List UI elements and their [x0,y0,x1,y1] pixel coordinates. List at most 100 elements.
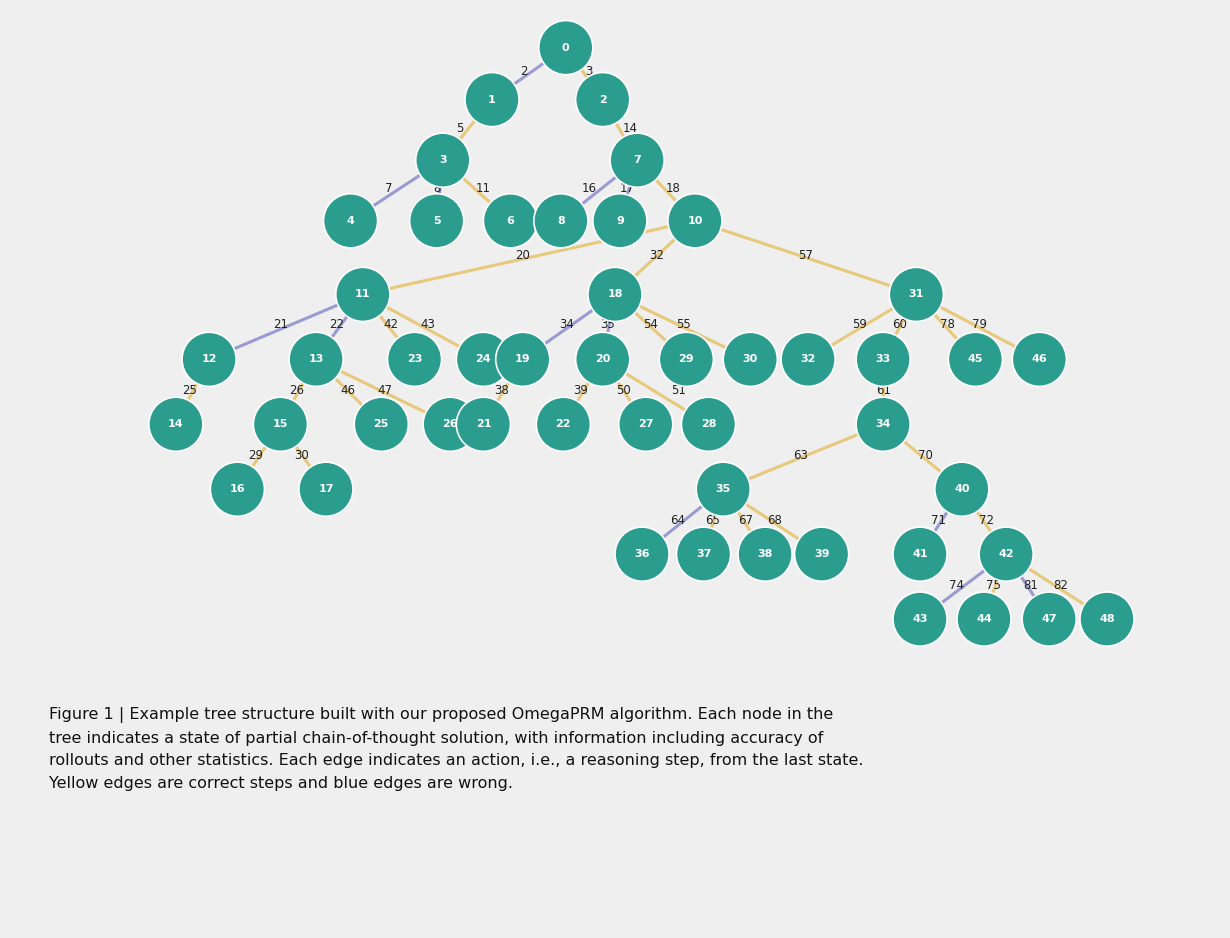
Ellipse shape [781,332,835,386]
Text: 3: 3 [439,155,446,165]
Text: 31: 31 [909,290,924,299]
Text: 23: 23 [407,355,422,364]
Text: 57: 57 [798,249,813,262]
Text: 43: 43 [421,318,435,331]
Ellipse shape [416,133,470,188]
Ellipse shape [465,72,519,127]
Text: 40: 40 [954,484,969,494]
Text: 14: 14 [622,122,637,135]
Text: 17: 17 [620,182,635,195]
Text: 38: 38 [494,384,509,397]
Text: 22: 22 [556,419,571,430]
Text: 30: 30 [743,355,758,364]
Text: 72: 72 [979,514,994,527]
Ellipse shape [738,527,792,582]
Ellipse shape [593,194,647,248]
Text: 67: 67 [738,514,753,527]
Text: 20: 20 [595,355,610,364]
Text: 8: 8 [433,182,440,195]
Text: 81: 81 [1023,579,1038,592]
Ellipse shape [935,462,989,516]
Ellipse shape [576,72,630,127]
Text: 0: 0 [562,42,569,53]
Text: 21: 21 [273,318,288,331]
Text: 37: 37 [696,549,711,559]
Ellipse shape [979,527,1033,582]
Text: 11: 11 [355,290,370,299]
Text: 47: 47 [1042,614,1057,624]
Text: 35: 35 [716,484,731,494]
Text: 48: 48 [1100,614,1114,624]
Text: 38: 38 [758,549,772,559]
Text: 29: 29 [679,355,694,364]
Text: 26: 26 [289,384,304,397]
Text: 25: 25 [374,419,389,430]
Ellipse shape [410,194,464,248]
Ellipse shape [659,332,713,386]
Ellipse shape [619,397,673,451]
Text: 51: 51 [672,384,686,397]
Text: 60: 60 [892,318,907,331]
Text: 63: 63 [793,449,808,461]
Ellipse shape [289,332,343,386]
Text: 79: 79 [972,318,986,331]
Text: 71: 71 [931,514,946,527]
Text: 10: 10 [688,216,702,226]
Text: 74: 74 [950,579,964,592]
Text: 15: 15 [273,419,288,430]
Text: 42: 42 [384,318,399,331]
Text: 14: 14 [169,419,183,430]
Ellipse shape [1012,332,1066,386]
Text: 55: 55 [676,318,691,331]
Text: 3: 3 [585,66,593,79]
Text: 18: 18 [665,182,680,195]
Ellipse shape [354,397,408,451]
Text: 41: 41 [913,549,927,559]
Text: 6: 6 [507,216,514,226]
Text: 59: 59 [852,318,867,331]
Text: 30: 30 [294,449,309,461]
Ellipse shape [423,397,477,451]
Text: 42: 42 [999,549,1014,559]
Text: 1: 1 [488,95,496,104]
Ellipse shape [534,194,588,248]
Text: 20: 20 [515,249,530,262]
Text: 8: 8 [557,216,565,226]
Text: 24: 24 [476,355,491,364]
Text: 44: 44 [977,614,991,624]
Text: Figure 1 | Example tree structure built with our proposed OmegaPRM algorithm. Ea: Figure 1 | Example tree structure built … [49,707,863,792]
Ellipse shape [889,267,943,322]
Text: 36: 36 [635,549,649,559]
Text: 32: 32 [801,355,815,364]
Text: 47: 47 [378,384,392,397]
Ellipse shape [1080,592,1134,646]
Ellipse shape [696,462,750,516]
Text: 7: 7 [633,155,641,165]
Text: 32: 32 [649,249,664,262]
Ellipse shape [948,332,1002,386]
Ellipse shape [456,397,510,451]
Text: 54: 54 [643,318,658,331]
Ellipse shape [615,527,669,582]
Ellipse shape [610,133,664,188]
Ellipse shape [496,332,550,386]
Text: 11: 11 [476,182,491,195]
Ellipse shape [253,397,308,451]
Ellipse shape [149,397,203,451]
Text: 13: 13 [309,355,323,364]
Text: 46: 46 [1032,355,1047,364]
Ellipse shape [483,194,538,248]
Text: 50: 50 [616,384,631,397]
Ellipse shape [676,527,731,582]
Text: 34: 34 [560,318,574,331]
Text: 5: 5 [456,122,464,135]
Text: 16: 16 [230,484,245,494]
Text: 78: 78 [940,318,954,331]
Text: 5: 5 [433,216,440,226]
Ellipse shape [856,332,910,386]
Text: 19: 19 [515,355,530,364]
Text: 25: 25 [182,384,197,397]
Ellipse shape [795,527,849,582]
Text: 21: 21 [476,419,491,430]
Text: 46: 46 [341,384,355,397]
